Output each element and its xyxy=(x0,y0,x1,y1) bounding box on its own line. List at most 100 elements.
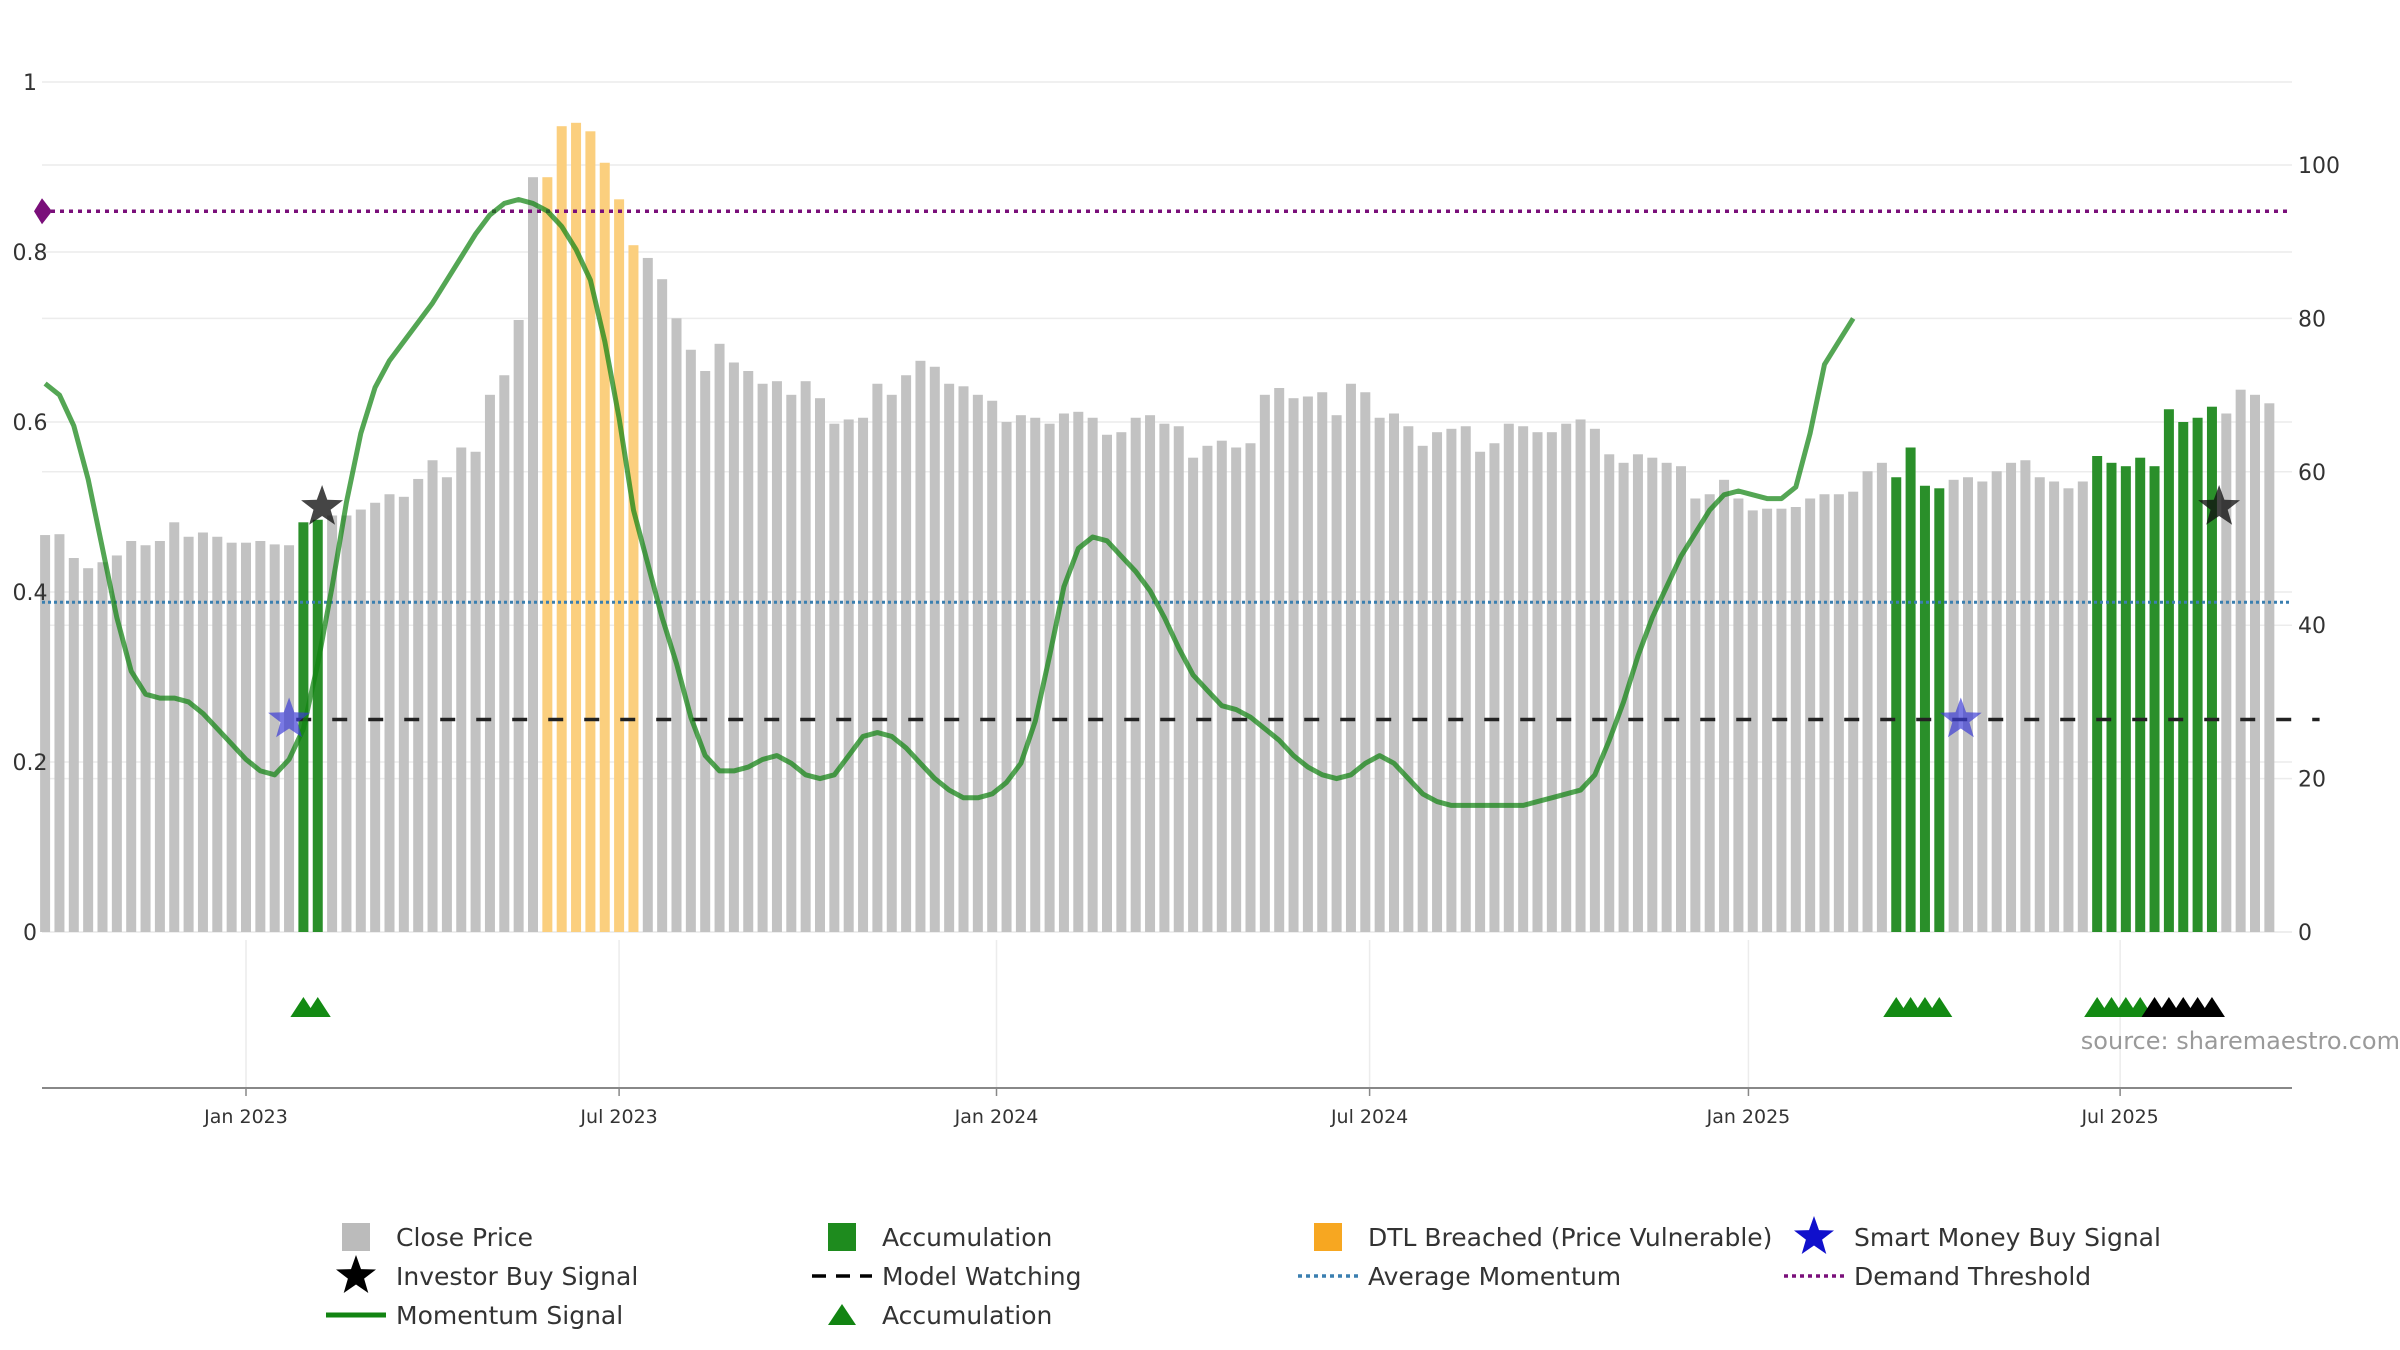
close-price-bar xyxy=(1719,479,1730,932)
close-price-bar xyxy=(872,383,883,932)
close-price-bar xyxy=(528,177,538,932)
dtl-breached-bar xyxy=(614,199,625,933)
close-price-bar xyxy=(427,460,438,932)
close-price-bar xyxy=(355,509,366,932)
close-price-bar xyxy=(2221,413,2232,932)
x-tick-label: Jan 2025 xyxy=(1706,1106,1791,1128)
close-price-bar xyxy=(1345,383,1356,932)
close-price-bar xyxy=(915,360,926,932)
close-price-bar xyxy=(2020,460,2031,932)
close-price-bar xyxy=(111,555,122,932)
close-price-bar xyxy=(140,545,151,932)
right-tick-label: 0 xyxy=(2298,921,2312,946)
accumulation-bar xyxy=(2106,462,2117,932)
left-tick-label: 0.4 xyxy=(13,581,48,606)
close-price-bar xyxy=(1360,392,1371,932)
close-price-bar xyxy=(1518,426,1529,932)
legend-model-watching-label: Model Watching xyxy=(882,1262,1082,1291)
close-price-bar xyxy=(1690,498,1701,932)
close-price-bar xyxy=(1747,510,1758,932)
accumulation-bar xyxy=(312,519,323,932)
close-price-bar xyxy=(1632,454,1643,932)
accumulation-triangle-icon xyxy=(1926,997,1953,1017)
close-price-bar xyxy=(40,535,51,932)
legend-investor-buy-signal-star-icon xyxy=(336,1255,376,1293)
close-price-bar xyxy=(1015,415,1026,932)
close-price-bar xyxy=(68,558,79,932)
close-price-bar xyxy=(1876,462,1887,932)
smart-money-buy-star-icon xyxy=(1939,697,1982,738)
close-price-bar xyxy=(1058,413,1069,932)
close-price-bar xyxy=(1102,434,1112,932)
close-price-bar xyxy=(97,562,108,932)
legend-dtl-breached-price-vulnerable-swatch xyxy=(1314,1223,1342,1251)
accumulation-bar xyxy=(1934,488,1945,932)
close-price-bar xyxy=(714,343,725,932)
legend-close-price-swatch xyxy=(342,1223,370,1251)
close-price-bar xyxy=(2077,481,2088,932)
close-price-bar xyxy=(786,394,797,932)
source-label: source: sharemaestro.com xyxy=(2081,1027,2400,1055)
close-price-bar xyxy=(370,502,381,932)
close-price-bar xyxy=(284,545,295,932)
close-price-bar xyxy=(1762,508,1773,932)
left-tick-label: 0.2 xyxy=(13,751,48,776)
close-price-bar xyxy=(1489,443,1500,932)
close-price-bar xyxy=(2235,389,2246,932)
close-price-bar xyxy=(2063,488,2074,932)
close-price-bar xyxy=(1374,417,1385,932)
accumulation-bar xyxy=(2135,457,2146,932)
dtl-breached-bar xyxy=(628,245,639,932)
close-price-bar xyxy=(1661,462,1672,932)
close-price-bar xyxy=(700,371,711,932)
accumulation-bar xyxy=(2163,409,2174,932)
close-price-bar xyxy=(183,536,194,932)
close-price-bar xyxy=(1173,426,1184,932)
close-price-bar xyxy=(958,386,969,932)
close-price-bar xyxy=(470,451,481,932)
accumulation-bar xyxy=(2192,417,2203,932)
close-price-bar xyxy=(671,318,682,932)
close-price-bar xyxy=(255,541,266,932)
close-price-bar xyxy=(1546,432,1557,932)
close-price-bar xyxy=(1460,426,1471,932)
close-price-bar xyxy=(1647,457,1658,932)
close-price-bar xyxy=(513,320,524,932)
close-price-bar xyxy=(1977,481,1988,932)
close-price-bar xyxy=(685,349,696,932)
close-price-bar xyxy=(1087,417,1098,932)
close-price-bar xyxy=(1991,471,2002,932)
close-price-bar xyxy=(197,532,208,932)
close-price-bar xyxy=(212,536,223,932)
close-price-bar xyxy=(1288,398,1299,932)
left-tick-label: 0 xyxy=(23,921,37,946)
close-price-bar xyxy=(154,541,165,932)
close-price-bar xyxy=(1589,428,1600,932)
x-tick-label: Jul 2023 xyxy=(579,1106,657,1128)
legend-smart-money-buy-signal-label: Smart Money Buy Signal xyxy=(1854,1223,2161,1252)
legend-demand-threshold-label: Demand Threshold xyxy=(1854,1262,2091,1291)
close-price-bar xyxy=(1044,423,1055,932)
close-price-bar xyxy=(1389,413,1399,932)
dtl-breached-bar xyxy=(556,126,567,932)
close-price-bar xyxy=(858,417,869,932)
accumulation-bar xyxy=(1891,477,1902,932)
legend-average-momentum-label: Average Momentum xyxy=(1368,1262,1621,1291)
close-price-bar xyxy=(1819,494,1830,932)
close-price-bar xyxy=(1302,396,1313,932)
legend-dtl-breached-price-vulnerable-label: DTL Breached (Price Vulnerable) xyxy=(1368,1223,1772,1252)
close-price-bar xyxy=(54,534,65,932)
close-price-bar xyxy=(1704,494,1715,932)
close-price-bar xyxy=(83,568,94,932)
close-price-bar xyxy=(1116,432,1127,932)
close-price-bar xyxy=(2264,403,2275,932)
close-price-bar xyxy=(771,381,782,932)
close-price-bar xyxy=(1145,415,1156,932)
close-price-bar xyxy=(1446,428,1457,932)
right-tick-label: 100 xyxy=(2298,154,2340,179)
legend-momentum-signal-label: Momentum Signal xyxy=(396,1301,623,1330)
reference-lines xyxy=(34,198,2320,722)
close-price-bar xyxy=(1030,417,1041,932)
close-price-bar xyxy=(1001,422,1012,932)
